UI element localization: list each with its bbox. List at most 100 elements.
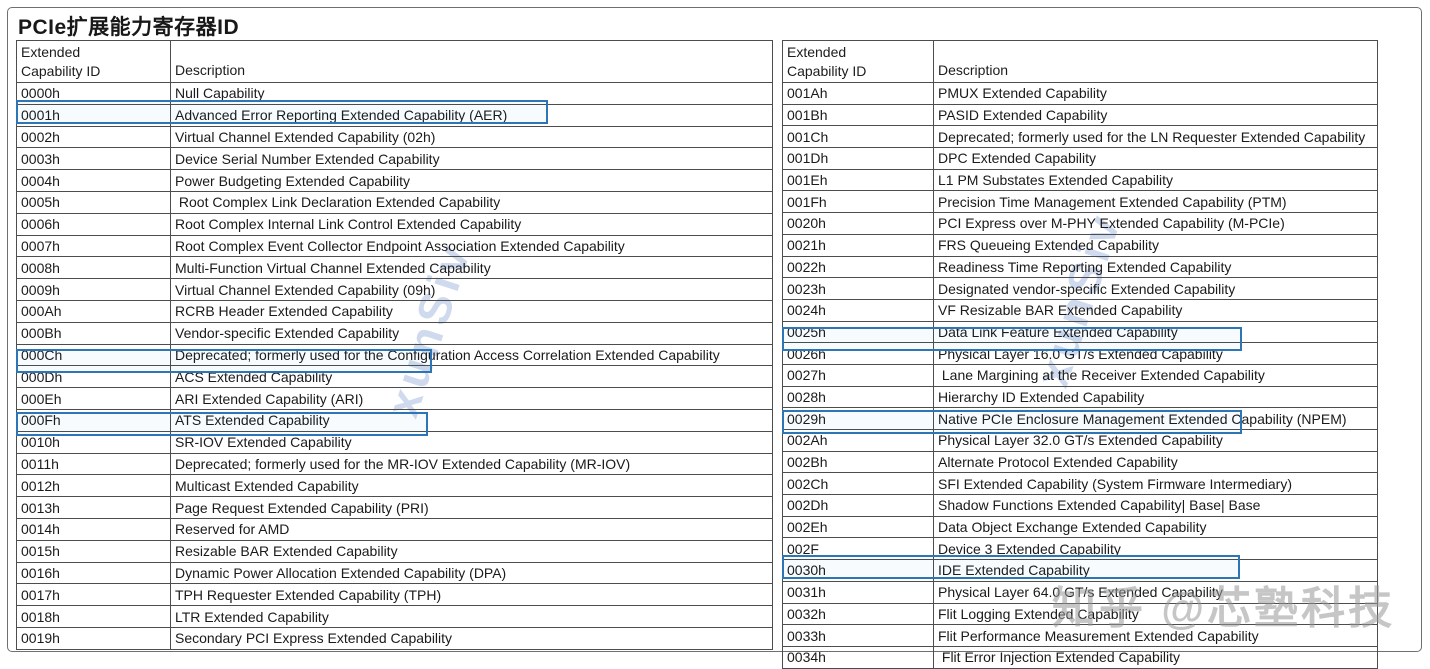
capability-id-cell: 000Ah <box>16 299 171 323</box>
capability-id-cell: 002Bh <box>782 450 934 474</box>
table-row: 000Fh ATS Extended Capability <box>16 408 773 432</box>
capability-id-cell: 001Ch <box>782 125 934 149</box>
capability-id-cell: 0020h <box>782 212 934 235</box>
description-cell: Virtual Channel Extended Capability (09h… <box>170 278 773 301</box>
table-row: 0005h Root Complex Link Declaration Exte… <box>16 190 773 214</box>
capability-id-cell: 000Eh <box>16 387 171 410</box>
description-cell: FRS Queueing Extended Capability <box>933 233 1378 257</box>
table-row: 0033h Flit Performance Measurement Extend… <box>782 624 1378 647</box>
description-cell: Deprecated; formerly used for the Config… <box>170 343 773 367</box>
table-row: 0013h Page Request Extended Capability (P… <box>16 496 773 519</box>
description-cell: Shadow Functions Extended Capability| Ba… <box>933 494 1378 517</box>
description-header: Description <box>170 40 773 83</box>
capability-id-cell: 000Fh <box>16 408 171 432</box>
table-row: 0002h Virtual Channel Extended Capability… <box>16 125 773 149</box>
capability-id-cell: 0022h <box>782 255 934 279</box>
description-cell: TPH Requester Extended Capability (TPH) <box>170 583 773 607</box>
description-cell: Multi-Function Virtual Channel Extended … <box>170 256 773 280</box>
capability-id-cell: 0008h <box>16 256 171 280</box>
description-cell: VF Resizable BAR Extended Capability <box>933 298 1378 322</box>
table-row: 0022h Readiness Time Reporting Extended C… <box>782 255 1378 279</box>
table-row: 0014h Reserved for AMD <box>16 517 773 541</box>
table-row: 0034h Flit Error Injection Extended Capa… <box>782 645 1378 669</box>
table-row: 0015h Resizable BAR Extended Capability <box>16 539 773 563</box>
description-cell: Deprecated; formerly used for the LN Req… <box>933 125 1378 149</box>
table-row: 0030h IDE Extended Capability <box>782 559 1378 582</box>
table-row: 0021h FRS Queueing Extended Capability <box>782 233 1378 257</box>
table-row: 0004h Power Budgeting Extended Capability <box>16 169 773 192</box>
capability-id-cell: 0030h <box>782 559 934 582</box>
description-cell: Physical Layer 16.0 GT/s Extended Capabi… <box>933 342 1378 365</box>
capability-id-cell: 0002h <box>16 125 171 149</box>
header-line: Capability ID <box>787 63 867 79</box>
description-cell: Flit Performance Measurement Extended Ca… <box>933 624 1378 647</box>
description-cell: Data Link Feature Extended Capability <box>933 320 1378 344</box>
description-cell: Deprecated; formerly used for the MR-IOV… <box>170 452 773 476</box>
description-cell: RCRB Header Extended Capability <box>170 299 773 323</box>
table-row: 0023h Designated vendor-specific Extended… <box>782 277 1378 300</box>
capability-id-cell: 0019h <box>16 626 171 650</box>
table-row: 000Bh Vendor-specific Extended Capability <box>16 321 773 345</box>
capability-id-cell: 0016h <box>16 561 171 585</box>
capability-id-cell: 002Ch <box>782 472 934 496</box>
description-cell: Null Capability <box>170 82 773 105</box>
description-cell: Physical Layer 64.0 GT/s Extended Capabi… <box>933 580 1378 604</box>
description-cell: SR-IOV Extended Capability <box>170 430 773 454</box>
description-cell: Advanced Error Reporting Extended Capabi… <box>170 103 773 127</box>
capability-id-cell: 0029h <box>782 407 934 430</box>
table-row: 001Fh Precision Time Management Extended … <box>782 190 1378 214</box>
description-cell: Physical Layer 32.0 GT/s Extended Capabi… <box>933 429 1378 452</box>
table-row: 000Dh ACS Extended Capability <box>16 365 773 389</box>
capability-id-cell: 0018h <box>16 605 171 628</box>
description-cell: Multicast Extended Capability <box>170 474 773 498</box>
table-row: 001Bh PASID Extended Capability <box>782 103 1378 127</box>
capability-id-cell: 0017h <box>16 583 171 607</box>
description-cell: Readiness Time Reporting Extended Capabi… <box>933 255 1378 279</box>
capability-id-cell: 001Fh <box>782 190 934 214</box>
description-cell: Vendor-specific Extended Capability <box>170 321 773 345</box>
description-cell: Power Budgeting Extended Capability <box>170 169 773 192</box>
table-row: 0018h LTR Extended Capability <box>16 605 773 628</box>
table-row: 002Ch SFI Extended Capability (System Fir… <box>782 472 1378 496</box>
capability-id-cell: 0006h <box>16 212 171 236</box>
capability-id-cell: 0007h <box>16 234 171 258</box>
table-row: 0027h Lane Margining at the Receiver Ext… <box>782 363 1378 387</box>
capability-id-cell: 0024h <box>782 298 934 322</box>
description-cell: Device Serial Number Extended Capability <box>170 147 773 171</box>
table-row: 0024h VF Resizable BAR Extended Capabilit… <box>782 298 1378 322</box>
capability-id-cell: 0001h <box>16 103 171 127</box>
table-row: 000Eh ARI Extended Capability (ARI) <box>16 387 773 410</box>
description-cell: Reserved for AMD <box>170 517 773 541</box>
capability-id-cell: 001Eh <box>782 168 934 192</box>
capability-id-cell: 0028h <box>782 385 934 409</box>
table-row: 0028h Hierarchy ID Extended Capability <box>782 385 1378 409</box>
table-row: 002Ah Physical Layer 32.0 GT/s Extended C… <box>782 429 1378 452</box>
header-line: Extended <box>787 44 847 60</box>
table-row: 000Ah RCRB Header Extended Capability <box>16 299 773 323</box>
description-cell: Device 3 Extended Capability <box>933 537 1378 561</box>
description-cell: ARI Extended Capability (ARI) <box>170 387 773 410</box>
table-row: 000Ch Deprecated; formerly used for the C… <box>16 343 773 367</box>
extended-capability-table-right: Extended Capability ID Description 001Ah P… <box>782 40 1378 669</box>
capability-id-cell: 0004h <box>16 169 171 192</box>
capability-id-header: Extended Capability ID <box>16 40 171 83</box>
table-row: 0009h Virtual Channel Extended Capability… <box>16 278 773 301</box>
capability-id-cell: 0015h <box>16 539 171 563</box>
capability-id-cell: 0025h <box>782 320 934 344</box>
description-cell: Root Complex Internal Link Control Exten… <box>170 212 773 236</box>
table-row: 0029h Native PCIe Enclosure Management Ex… <box>782 407 1378 430</box>
description-header: Description <box>933 40 1378 83</box>
table-row: 002Eh Data Object Exchange Extended Capab… <box>782 515 1378 539</box>
description-cell: Flit Error Injection Extended Capability <box>933 645 1378 669</box>
description-cell: Dynamic Power Allocation Extended Capabi… <box>170 561 773 585</box>
capability-id-cell: 001Dh <box>782 147 934 170</box>
capability-id-cell: 0009h <box>16 278 171 301</box>
extended-capability-table-left: Extended Capability ID Description 0000h N… <box>16 40 773 650</box>
table-row: 0019h Secondary PCI Express Extended Capa… <box>16 626 773 650</box>
capability-id-cell: 000Ch <box>16 343 171 367</box>
capability-id-cell: 0000h <box>16 82 171 105</box>
capability-id-cell: 000Dh <box>16 365 171 389</box>
table-row: 0016h Dynamic Power Allocation Extended C… <box>16 561 773 585</box>
capability-id-cell: 0034h <box>782 645 934 669</box>
description-cell: PCI Express over M-PHY Extended Capabili… <box>933 212 1378 235</box>
